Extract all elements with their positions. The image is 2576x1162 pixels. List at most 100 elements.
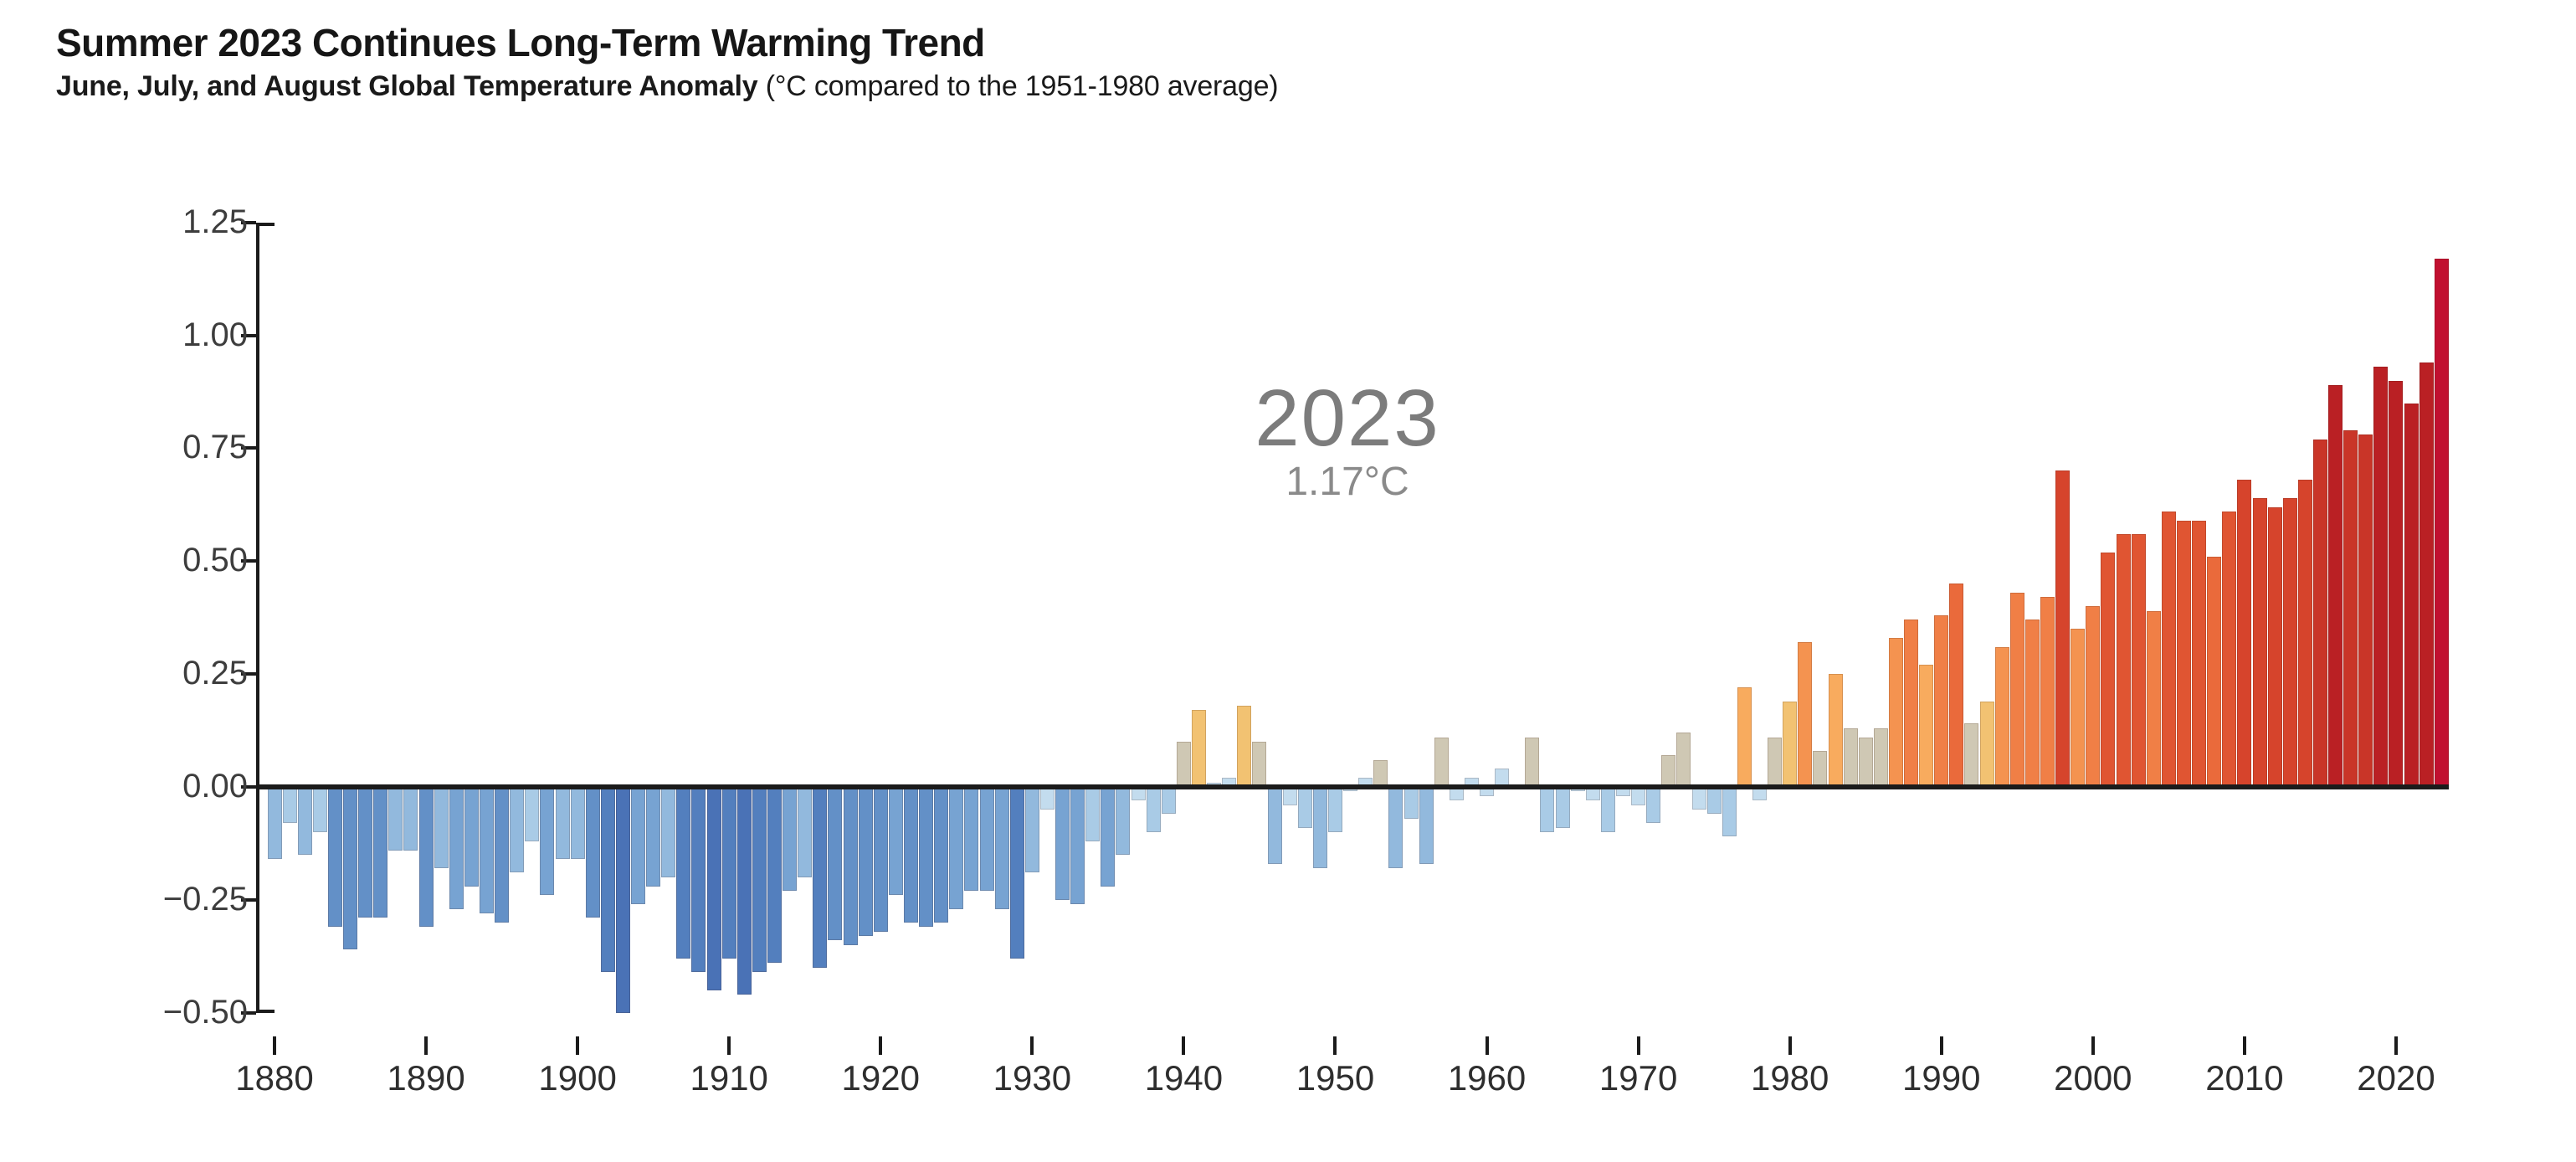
bar-1900	[570, 787, 585, 860]
figure-subtitle-note: (°C compared to the 1951-1980 average)	[757, 70, 1279, 102]
y-tick-label-0.75: 0.75	[182, 429, 248, 466]
bar-1954	[1388, 787, 1403, 869]
bar-1994	[1994, 646, 2009, 787]
x-tick-1880	[273, 1036, 276, 1055]
y-axis-bottom-cap	[259, 1010, 275, 1013]
bar-1885	[343, 787, 358, 950]
bar-1934	[1085, 787, 1101, 841]
bar-1949	[1312, 787, 1327, 869]
bar-1925	[949, 787, 964, 909]
x-tick-label-1940: 1940	[1144, 1058, 1224, 1098]
figure-subtitle: June, July, and August Global Temperatur…	[56, 70, 1279, 103]
bar-1948	[1297, 787, 1312, 828]
bar-1963	[1525, 737, 1540, 787]
y-tick-0.75	[241, 446, 256, 450]
bar-1916	[813, 787, 828, 968]
bar-1946	[1267, 787, 1282, 864]
bar-1973	[1676, 733, 1691, 787]
x-tick-label-1880: 1880	[235, 1058, 314, 1098]
bar-1894	[479, 787, 494, 914]
bar-1972	[1661, 755, 1676, 787]
x-tick-label-1930: 1930	[993, 1058, 1072, 1098]
bar-1922	[903, 787, 918, 923]
bar-1999	[2071, 629, 2086, 787]
bar-1892	[449, 787, 464, 909]
bar-1886	[358, 787, 373, 918]
bar-1918	[843, 787, 858, 945]
bar-2016	[2328, 384, 2343, 787]
bar-2005	[2161, 511, 2176, 787]
y-axis-top-cap	[259, 223, 275, 226]
x-tick-1970	[1636, 1036, 1640, 1055]
bar-1902	[600, 787, 615, 973]
bar-1881	[282, 787, 297, 824]
x-tick-label-2000: 2000	[2054, 1058, 2132, 1098]
bar-1888	[388, 787, 403, 851]
y-tick-label-1.00: 1.00	[182, 316, 248, 353]
x-tick-label-1970: 1970	[1598, 1058, 1678, 1098]
bar-1928	[994, 787, 1009, 909]
bar-1956	[1419, 787, 1434, 864]
bar-2007	[2192, 520, 2207, 787]
x-tick-2010	[2242, 1036, 2246, 1055]
x-tick-1990	[1939, 1036, 1943, 1055]
bar-1923	[919, 787, 934, 928]
bar-1882	[297, 787, 312, 855]
bar-1912	[752, 787, 767, 973]
y-tick-label-−0.50: −0.50	[162, 993, 248, 1031]
bar-1903	[615, 787, 630, 1013]
bar-2021	[2404, 403, 2419, 787]
y-tick-1.00	[241, 333, 256, 337]
bar-1998	[2055, 470, 2071, 787]
bar-1919	[858, 787, 873, 936]
bar-1983	[1828, 674, 1843, 787]
bar-1982	[1813, 750, 1828, 787]
bar-1940	[1176, 742, 1191, 787]
bar-1986	[1873, 728, 1888, 787]
bar-2015	[2312, 439, 2327, 787]
bar-1979	[1768, 737, 1783, 787]
bar-1897	[525, 787, 540, 841]
bar-1938	[1146, 787, 1161, 832]
x-tick-label-1900: 1900	[538, 1058, 617, 1098]
x-tick-2020	[2394, 1036, 2398, 1055]
bar-2013	[2282, 497, 2297, 787]
y-tick-label-−0.25: −0.25	[162, 880, 248, 918]
y-axis-line	[256, 223, 259, 1013]
x-tick-label-1890: 1890	[387, 1058, 465, 1098]
bar-1988	[1904, 620, 1919, 787]
bar-1997	[2040, 597, 2055, 787]
x-tick-label-1960: 1960	[1447, 1058, 1527, 1098]
y-tick-label-1.25: 1.25	[182, 203, 248, 240]
bar-1929	[1009, 787, 1024, 959]
bar-1917	[828, 787, 843, 941]
bar-1927	[979, 787, 994, 892]
bar-1965	[1555, 787, 1570, 828]
x-tick-1960	[1485, 1036, 1489, 1055]
bar-1995	[2009, 593, 2024, 787]
bar-1896	[510, 787, 525, 873]
x-tick-1900	[576, 1036, 580, 1055]
bar-1883	[312, 787, 327, 832]
bar-1911	[736, 787, 752, 995]
bar-1895	[495, 787, 510, 923]
bar-1980	[1783, 701, 1798, 787]
bar-2001	[2101, 552, 2116, 787]
bar-1989	[1919, 665, 1934, 787]
bar-1909	[706, 787, 721, 990]
bar-1931	[1039, 787, 1055, 810]
bar-1915	[798, 787, 813, 877]
bar-2011	[2252, 497, 2267, 787]
y-tick-1.25	[241, 220, 256, 224]
bar-2020	[2389, 380, 2404, 787]
bar-1993	[1979, 701, 1994, 787]
x-tick-2000	[2091, 1036, 2095, 1055]
bar-1905	[646, 787, 661, 887]
bar-2000	[2086, 606, 2101, 787]
record-annotation: 2023 1.17°C	[1172, 378, 1523, 505]
y-tick-label-0.00: 0.00	[182, 768, 248, 805]
x-tick-label-1950: 1950	[1296, 1058, 1375, 1098]
bar-1944	[1237, 705, 1252, 787]
x-tick-1930	[1030, 1036, 1034, 1055]
